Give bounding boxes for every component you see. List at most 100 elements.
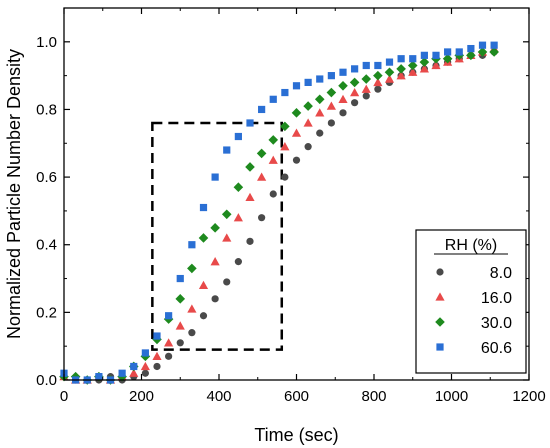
data-point xyxy=(292,82,301,90)
legend-label: 60.6 xyxy=(481,340,512,357)
data-point xyxy=(384,67,395,78)
data-point xyxy=(175,321,185,330)
data-point xyxy=(165,312,173,320)
data-point xyxy=(349,77,360,88)
data-point xyxy=(419,57,430,67)
data-point xyxy=(268,155,278,164)
data-point xyxy=(397,55,405,63)
y-tick-label: 0.6 xyxy=(36,169,57,186)
axes-layer: 0 200 400 600 800 1000 1200 0.0 0.2 0.4 0.6 0.8 1.0 T… xyxy=(4,7,546,445)
data-point xyxy=(198,233,209,243)
data-point xyxy=(140,361,150,371)
data-point xyxy=(407,60,418,71)
highlight-layer xyxy=(151,121,284,351)
x-tick-label: 800 xyxy=(361,388,386,405)
highlight-box xyxy=(151,121,284,351)
data-point xyxy=(188,241,196,249)
data-point xyxy=(164,338,174,347)
data-point xyxy=(199,312,208,320)
data-point xyxy=(280,142,290,151)
data-point xyxy=(409,55,417,63)
series-2 xyxy=(59,47,499,385)
legend-marker xyxy=(436,268,444,276)
data-point xyxy=(268,135,279,145)
data-point xyxy=(281,173,289,181)
y-tick-label: 0.8 xyxy=(36,101,57,118)
data-point xyxy=(280,121,290,132)
data-point xyxy=(246,119,254,127)
data-point xyxy=(478,41,487,49)
data-point xyxy=(396,64,406,74)
data-point xyxy=(291,108,302,118)
y-tick-label: 0.2 xyxy=(36,304,57,321)
data-point xyxy=(257,172,267,181)
data-point xyxy=(223,146,231,154)
data-point xyxy=(477,47,488,57)
data-point xyxy=(384,74,395,83)
data-point xyxy=(316,75,324,83)
data-point xyxy=(211,295,219,303)
data-point xyxy=(188,329,196,337)
data-point xyxy=(351,99,359,107)
data-point xyxy=(338,94,348,103)
data-point xyxy=(176,339,184,347)
data-point xyxy=(466,50,476,61)
legend-label: 8.0 xyxy=(490,265,512,282)
data-point xyxy=(245,162,255,172)
data-point xyxy=(374,85,382,93)
data-point xyxy=(326,101,336,110)
data-point xyxy=(315,108,325,117)
data-point xyxy=(198,280,209,289)
x-tick-label: 0 xyxy=(60,388,68,405)
y-tick-label: 0.4 xyxy=(36,237,57,254)
data-point xyxy=(442,53,453,64)
data-point xyxy=(350,87,360,97)
data-point xyxy=(234,258,242,266)
data-point xyxy=(211,173,219,181)
legend-label: 30.0 xyxy=(481,315,512,332)
data-point xyxy=(233,213,243,222)
data-point xyxy=(291,128,302,137)
x-tick-label: 600 xyxy=(284,388,309,405)
data-point xyxy=(129,368,139,377)
data-point xyxy=(176,274,184,283)
legend-marker xyxy=(436,343,444,351)
legend-marker xyxy=(435,317,445,327)
data-point xyxy=(118,369,126,377)
data-point xyxy=(444,48,452,56)
data-point xyxy=(141,369,149,377)
data-point xyxy=(420,51,428,59)
data-point xyxy=(316,129,324,137)
data-point xyxy=(327,72,335,80)
data-point xyxy=(165,352,173,360)
data-point xyxy=(419,64,429,73)
data-point xyxy=(187,263,197,274)
x-tick-label: 400 xyxy=(206,388,231,405)
data-point xyxy=(223,278,231,286)
data-point xyxy=(374,61,382,70)
data-point xyxy=(362,61,370,70)
data-point xyxy=(490,41,498,49)
data-point xyxy=(153,332,161,340)
data-point xyxy=(153,362,161,371)
data-point xyxy=(351,65,359,73)
data-point xyxy=(187,304,197,313)
data-point xyxy=(489,47,499,57)
data-point xyxy=(304,78,312,86)
data-point xyxy=(222,233,232,242)
data-point xyxy=(385,58,394,66)
y-tick-label: 0.0 xyxy=(36,372,57,389)
data-point xyxy=(326,87,337,98)
y-axis-title: Normalized Particle Number Density xyxy=(4,49,24,339)
data-point xyxy=(258,105,266,114)
legend-title: RH (%) xyxy=(445,237,497,254)
data-point xyxy=(152,351,162,361)
data-point xyxy=(269,95,277,103)
data-point xyxy=(408,67,418,76)
data-point xyxy=(467,44,475,53)
data-point xyxy=(339,109,347,117)
data-point xyxy=(258,214,266,222)
data-point xyxy=(210,257,220,266)
data-point xyxy=(396,71,406,80)
x-tick-label: 200 xyxy=(129,388,154,405)
